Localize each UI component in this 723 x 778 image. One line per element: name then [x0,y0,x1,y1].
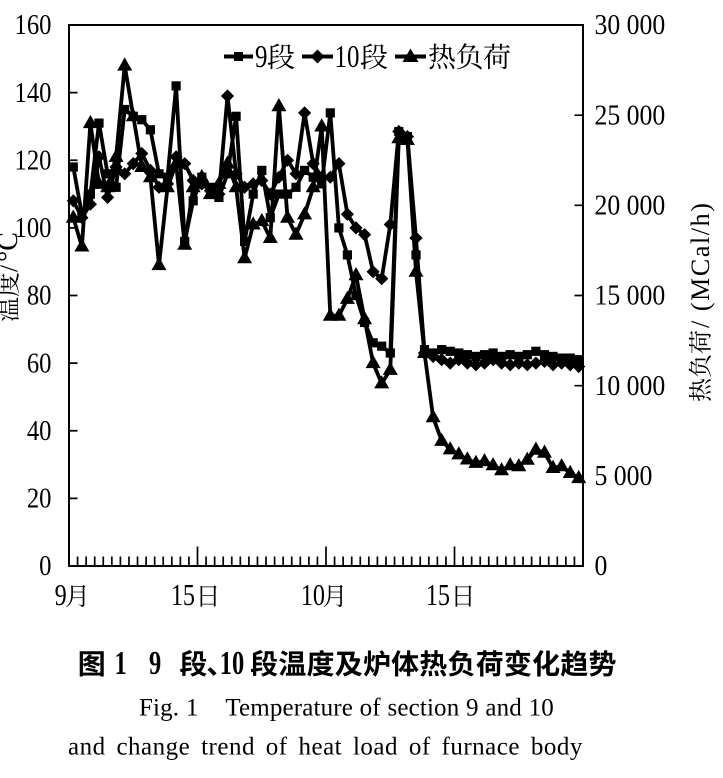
svg-text:/: / [0,265,23,272]
svg-text:0: 0 [595,550,608,581]
svg-text:9: 9 [55,578,67,613]
svg-text:5 000: 5 000 [595,460,653,491]
svg-text:15: 15 [171,578,195,613]
svg-text:10: 10 [220,645,244,682]
svg-text:1: 1 [115,645,127,682]
svg-text:°C: °C [0,232,24,262]
svg-text:and change trend of heat load: and change trend of heat load of furnace… [68,734,583,761]
svg-text:30 000: 30 000 [595,9,666,40]
svg-text:10 000: 10 000 [595,370,666,401]
svg-text:20: 20 [27,483,52,514]
svg-text:160: 160 [15,10,52,41]
svg-text:Fig. 1 Temperature of secti: Fig. 1 Temperature of section 9 and 10 [139,695,554,722]
svg-text:9: 9 [255,39,267,75]
svg-text:20 000: 20 000 [595,190,666,221]
svg-text:10: 10 [335,39,360,75]
svg-text:0: 0 [39,551,51,582]
svg-text:60: 60 [27,348,52,379]
svg-text:15 000: 15 000 [595,280,666,311]
svg-text:40: 40 [27,415,52,446]
svg-text:120: 120 [15,145,52,176]
svg-text:100: 100 [15,213,52,244]
svg-text:25 000: 25 000 [595,99,666,130]
svg-text:/ (MCal/h): / (MCal/h) [686,202,715,329]
svg-text:15: 15 [426,578,450,613]
svg-text:140: 140 [15,77,52,108]
svg-text:80: 80 [27,280,52,311]
svg-text:10: 10 [301,578,325,613]
svg-text:9: 9 [149,645,161,682]
